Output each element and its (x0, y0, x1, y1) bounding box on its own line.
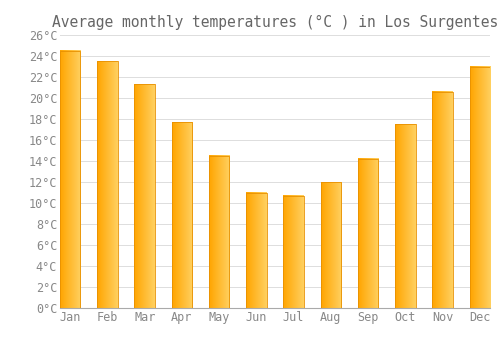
Title: Average monthly temperatures (°C ) in Los Surgentes: Average monthly temperatures (°C ) in Lo… (52, 15, 498, 30)
